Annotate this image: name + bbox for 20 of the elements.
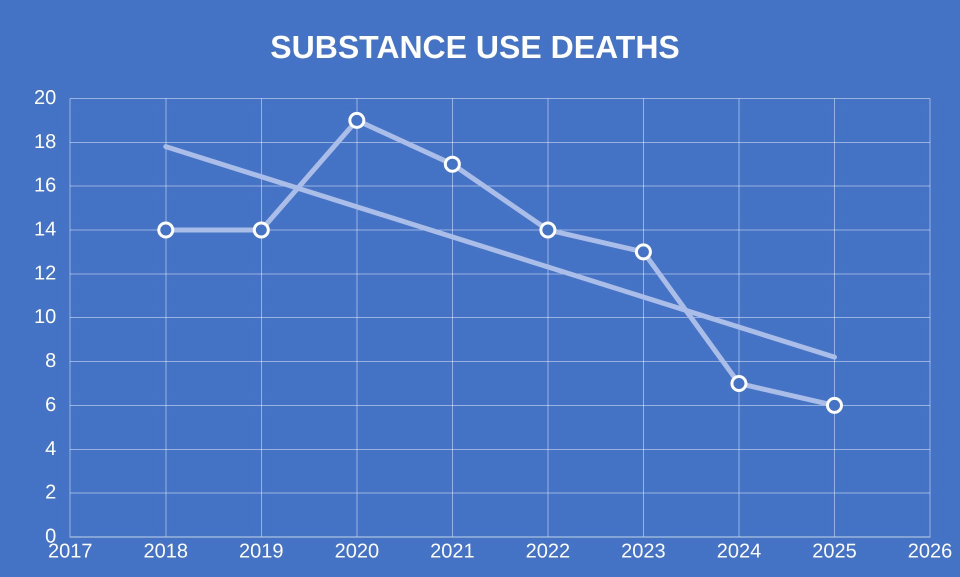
y-tick-label: 2 xyxy=(45,482,56,504)
x-tick-label: 2025 xyxy=(812,540,857,563)
y-tick-label: 4 xyxy=(45,438,56,460)
y-tick-label: 8 xyxy=(45,350,56,372)
x-tick-label: 2024 xyxy=(716,540,762,563)
y-tick-label: 12 xyxy=(34,262,56,284)
y-tick-label: 14 xyxy=(34,218,56,240)
y-tick-label: 10 xyxy=(34,306,56,328)
y-tick-label: 20 xyxy=(34,86,56,109)
x-tick-label: 2026 xyxy=(908,540,952,563)
y-tick-label: 16 xyxy=(34,174,56,197)
y-tick-label: 6 xyxy=(45,394,56,416)
x-tick-label: 2018 xyxy=(144,540,188,563)
x-tick-label: 2023 xyxy=(621,540,666,563)
x-tick-label: 2020 xyxy=(334,540,380,563)
chart-title: SUBSTANCE USE DEATHS xyxy=(270,29,680,66)
x-tick-label: 2022 xyxy=(526,540,570,563)
x-tick-label: 2021 xyxy=(430,540,475,563)
x-tick-label: 2019 xyxy=(239,540,284,563)
y-tick-label: 18 xyxy=(34,130,56,153)
